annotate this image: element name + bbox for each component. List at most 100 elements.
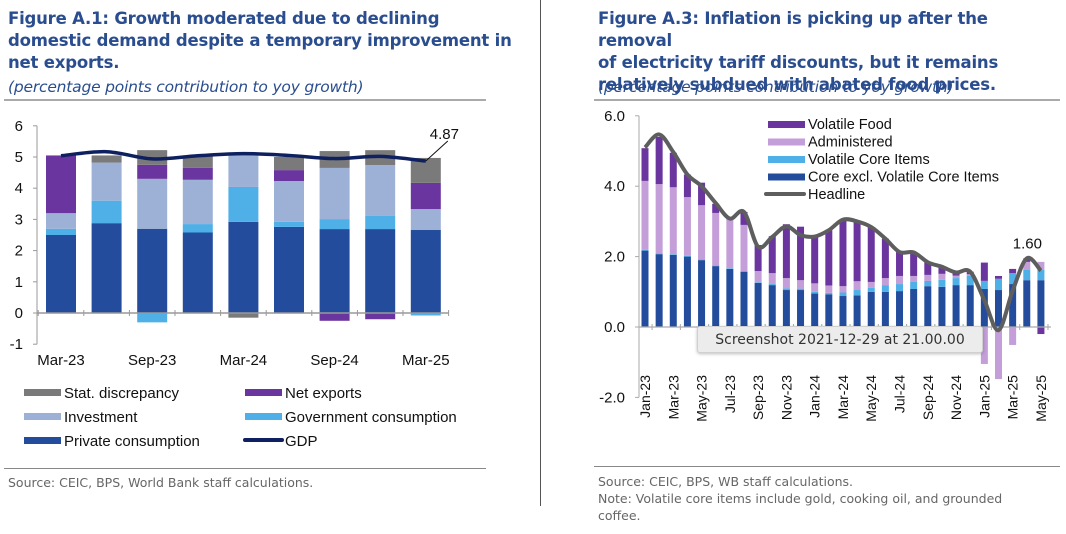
bar-segment bbox=[228, 155, 259, 187]
bar-segment bbox=[410, 230, 441, 313]
figure-a3-chart: -2.0 0.0 2.0 4.0 6.0 Jan-23 Mar-23 May-23 Jul-23… bbox=[599, 108, 1051, 422]
legend-label: Private consumption bbox=[64, 433, 200, 450]
bar-segment bbox=[740, 211, 748, 225]
bar-segment bbox=[825, 285, 833, 293]
bar-segment bbox=[655, 136, 663, 185]
bar-segment bbox=[896, 291, 904, 327]
figure-a3-title: Figure A.3: Inflation is picking up afte… bbox=[598, 8, 1066, 96]
bar-segment bbox=[924, 274, 932, 281]
bar-segment bbox=[952, 278, 960, 286]
bar-segment bbox=[712, 266, 720, 327]
bar-segment bbox=[698, 259, 706, 261]
bar-segment bbox=[867, 287, 875, 292]
bar-segment bbox=[91, 200, 122, 224]
x-tick-label: Sep-23 bbox=[128, 352, 176, 369]
bar-segment bbox=[641, 148, 649, 181]
legend-label: Stat. discrepancy bbox=[64, 385, 180, 402]
y-tick-label: 4 bbox=[15, 180, 23, 197]
legend-swatch bbox=[24, 413, 61, 420]
bar-segment bbox=[797, 280, 805, 289]
bar-segment bbox=[182, 232, 213, 313]
bar-segment bbox=[867, 281, 875, 288]
bar-segment bbox=[980, 288, 988, 327]
legend-label: Volatile Core Items bbox=[808, 152, 930, 168]
x-tick-label: Sep-23 bbox=[750, 375, 766, 420]
source-rule bbox=[594, 466, 1060, 467]
bar-segment bbox=[1023, 280, 1031, 327]
bar-segment bbox=[797, 226, 805, 281]
x-tick-label: May-23 bbox=[694, 375, 710, 422]
bar-segment bbox=[867, 291, 875, 327]
legend-swatch bbox=[768, 173, 805, 181]
x-tick-label: Nov-23 bbox=[778, 375, 794, 420]
bar-segment bbox=[365, 313, 396, 320]
bar-segment bbox=[726, 219, 734, 269]
bar-segment bbox=[274, 226, 304, 313]
legend-swatch bbox=[245, 413, 282, 420]
legend-label: Volatile Food bbox=[808, 117, 892, 133]
bar-segment bbox=[740, 271, 748, 327]
annotation-label: 1.60 bbox=[1013, 235, 1042, 252]
bar-segment bbox=[182, 224, 213, 233]
legend-swatch bbox=[768, 156, 805, 163]
bar-segment bbox=[655, 184, 663, 254]
bar-segment bbox=[952, 275, 960, 279]
bar-segment bbox=[182, 179, 213, 225]
bar-segment bbox=[1023, 261, 1031, 270]
bar-segment bbox=[274, 221, 304, 227]
bar-segment bbox=[1009, 268, 1017, 274]
bar-segment bbox=[641, 180, 649, 250]
x-tick-label: Mar-24 bbox=[835, 375, 851, 420]
bar-segment bbox=[698, 205, 706, 260]
legend-swatch bbox=[24, 389, 61, 396]
bar-segment bbox=[938, 279, 946, 287]
bar-segment bbox=[319, 229, 350, 313]
bar-segment bbox=[365, 215, 396, 230]
bar-segment bbox=[853, 221, 861, 282]
bar-segment bbox=[182, 167, 213, 180]
bar-segment bbox=[712, 265, 720, 267]
bar-segment bbox=[46, 235, 76, 313]
bar-segment bbox=[924, 280, 932, 287]
y-tick-label: 4.0 bbox=[604, 178, 625, 195]
gdp-line bbox=[60, 149, 426, 163]
bar-segment bbox=[683, 255, 691, 257]
x-tick-label: May-24 bbox=[863, 375, 879, 422]
y-tick-label: 2 bbox=[15, 243, 23, 260]
bar-segment bbox=[669, 152, 677, 188]
bar-segment bbox=[995, 278, 1002, 291]
figure-a3-source: Source: CEIC, BPS, WB staff calculations… bbox=[598, 473, 1002, 524]
bar-segment bbox=[881, 278, 889, 286]
bar-segment bbox=[754, 283, 762, 327]
bar-segment bbox=[881, 285, 889, 292]
bar-segment bbox=[768, 273, 776, 285]
bar-segment bbox=[641, 250, 649, 327]
bar-segment bbox=[952, 285, 960, 327]
x-tick-label: Mar-25 bbox=[402, 352, 450, 369]
bar-segment bbox=[754, 244, 762, 272]
title-line: domestic demand despite a temporary impr… bbox=[8, 31, 512, 50]
legend-label: Core excl. Volatile Core Items bbox=[808, 170, 999, 186]
bar-segment bbox=[137, 228, 168, 313]
legend-swatch bbox=[245, 389, 282, 396]
bar-segment bbox=[698, 182, 706, 206]
bar-segment bbox=[825, 294, 833, 327]
note-text: coffee. bbox=[598, 508, 641, 523]
bar-segment bbox=[228, 186, 259, 222]
bar-segment bbox=[995, 275, 1002, 279]
legend-label: Administered bbox=[808, 135, 893, 151]
x-tick-label: Jan-23 bbox=[637, 375, 653, 418]
bar-segment bbox=[782, 278, 790, 289]
bar-segment bbox=[365, 165, 396, 216]
legend-label: GDP bbox=[285, 433, 318, 450]
y-tick-label: 2.0 bbox=[604, 249, 625, 266]
y-tick-label: -2.0 bbox=[599, 389, 625, 406]
title-line: of electricity tariff discounts, but it … bbox=[598, 53, 999, 72]
legend-label: Headline bbox=[808, 187, 865, 203]
bar-segment bbox=[782, 290, 790, 327]
bar-segment bbox=[182, 155, 213, 168]
figure-a3-panel: Figure A.3: Inflation is picking up afte… bbox=[541, 0, 1066, 534]
x-tick-label: Nov-24 bbox=[948, 375, 964, 420]
y-tick-label: 0 bbox=[15, 305, 23, 322]
bar-segment bbox=[980, 262, 988, 281]
